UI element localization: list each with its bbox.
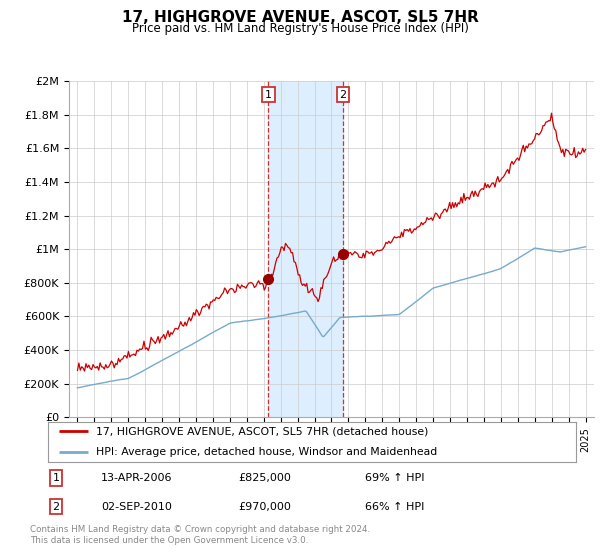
Text: £825,000: £825,000: [238, 473, 291, 483]
Text: Contains HM Land Registry data © Crown copyright and database right 2024.
This d: Contains HM Land Registry data © Crown c…: [30, 525, 370, 545]
Text: 17, HIGHGROVE AVENUE, ASCOT, SL5 7HR (detached house): 17, HIGHGROVE AVENUE, ASCOT, SL5 7HR (de…: [95, 426, 428, 436]
Text: Price paid vs. HM Land Registry's House Price Index (HPI): Price paid vs. HM Land Registry's House …: [131, 22, 469, 35]
Bar: [268, 81, 343, 417]
Text: 17, HIGHGROVE AVENUE, ASCOT, SL5 7HR: 17, HIGHGROVE AVENUE, ASCOT, SL5 7HR: [122, 10, 478, 25]
Text: 13-APR-2006: 13-APR-2006: [101, 473, 172, 483]
Text: 1: 1: [265, 90, 272, 100]
Text: 02-SEP-2010: 02-SEP-2010: [101, 502, 172, 512]
Text: 69% ↑ HPI: 69% ↑ HPI: [365, 473, 424, 483]
Text: 66% ↑ HPI: 66% ↑ HPI: [365, 502, 424, 512]
Text: 1: 1: [52, 473, 59, 483]
Text: 2: 2: [339, 90, 346, 100]
Text: HPI: Average price, detached house, Windsor and Maidenhead: HPI: Average price, detached house, Wind…: [95, 447, 437, 458]
Text: £970,000: £970,000: [238, 502, 291, 512]
Text: 2: 2: [52, 502, 59, 512]
